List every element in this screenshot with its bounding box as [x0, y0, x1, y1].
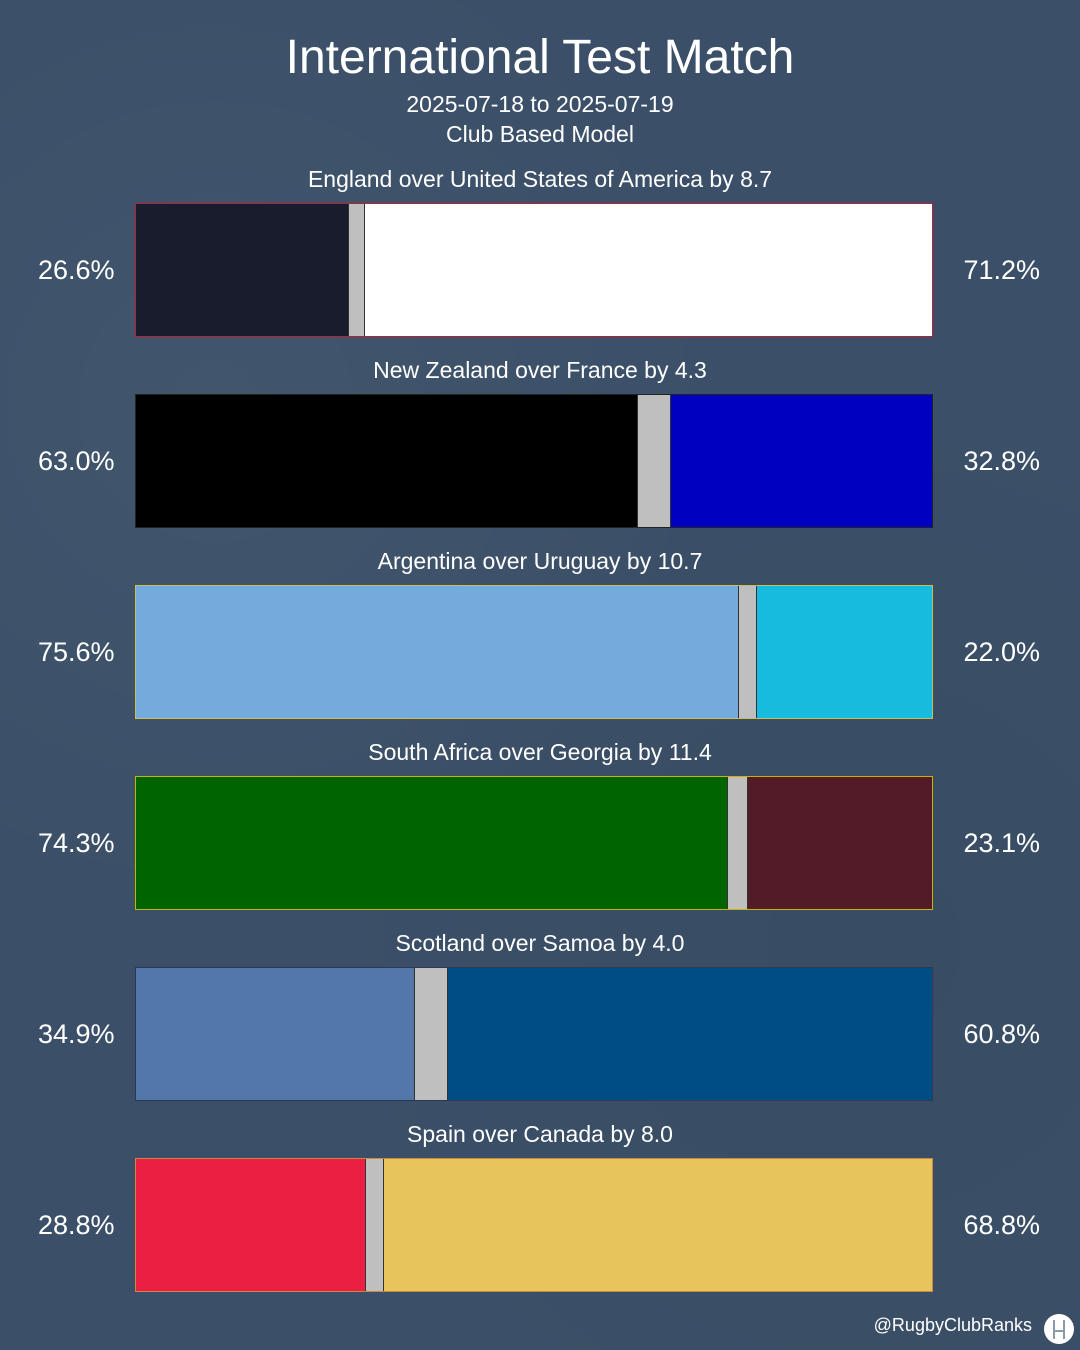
match-label: Spain over Canada by 8.0	[407, 1121, 673, 1147]
rugby-posts-icon	[1044, 1314, 1074, 1344]
match-row: England over United States of America by…	[0, 164, 1080, 355]
draw-segment	[727, 777, 748, 909]
match-bar	[135, 203, 933, 337]
away-win-percentage: 32.8%	[963, 446, 1040, 476]
match-bar	[135, 394, 933, 528]
match-label: England over United States of America by…	[307, 166, 773, 192]
match-row: Argentina over Uruguay by 10.7 75.6% 22.0%	[0, 546, 1080, 737]
home-win-segment	[136, 968, 414, 1100]
match-label: Scotland over Samoa by 4.0	[395, 930, 685, 956]
home-win-segment	[136, 395, 637, 527]
match-bar	[135, 967, 933, 1101]
match-label: New Zealand over France by 4.3	[373, 357, 707, 383]
away-win-segment	[384, 1159, 932, 1291]
match-row: Scotland over Samoa by 4.0 34.9% 60.8%	[0, 928, 1080, 1119]
match-bar	[135, 776, 933, 910]
home-win-segment	[136, 777, 727, 909]
away-win-segment	[748, 777, 932, 909]
model-name: Club Based Model	[446, 121, 634, 147]
match-row: New Zealand over France by 4.3 63.0% 32.8%	[0, 355, 1080, 546]
away-win-segment	[671, 395, 932, 527]
away-win-percentage: 71.2%	[963, 255, 1040, 285]
match-label: South Africa over Georgia by 11.4	[368, 739, 712, 765]
draw-segment	[365, 1159, 384, 1291]
home-win-percentage: 63.0%	[38, 446, 115, 476]
home-win-percentage: 28.8%	[38, 1210, 115, 1240]
home-win-percentage: 34.9%	[38, 1019, 115, 1049]
date-range: 2025-07-18 to 2025-07-19	[406, 91, 674, 117]
footer-handle: @RugbyClubRanks	[873, 1315, 1032, 1335]
home-win-segment	[136, 1159, 365, 1291]
away-win-percentage: 22.0%	[963, 637, 1040, 667]
home-win-segment	[136, 586, 738, 718]
match-label: Argentina over Uruguay by 10.7	[377, 548, 703, 574]
match-bar	[135, 585, 933, 719]
away-win-percentage: 68.8%	[963, 1210, 1040, 1240]
away-win-segment	[757, 586, 932, 718]
away-win-segment	[448, 968, 932, 1100]
home-win-segment	[136, 204, 348, 336]
draw-segment	[348, 204, 365, 336]
match-row: South Africa over Georgia by 11.4 74.3% 23…	[0, 737, 1080, 928]
away-win-percentage: 23.1%	[963, 828, 1040, 858]
match-row: Spain over Canada by 8.0 28.8% 68.8%	[0, 1119, 1080, 1310]
draw-segment	[637, 395, 671, 527]
draw-segment	[414, 968, 448, 1100]
away-win-percentage: 60.8%	[963, 1019, 1040, 1049]
home-win-percentage: 74.3%	[38, 828, 115, 858]
away-win-segment	[365, 204, 932, 336]
draw-segment	[738, 586, 757, 718]
match-bar	[135, 1158, 933, 1292]
page-title: International Test Match	[285, 31, 795, 84]
home-win-percentage: 75.6%	[38, 637, 115, 667]
home-win-percentage: 26.6%	[38, 255, 115, 285]
